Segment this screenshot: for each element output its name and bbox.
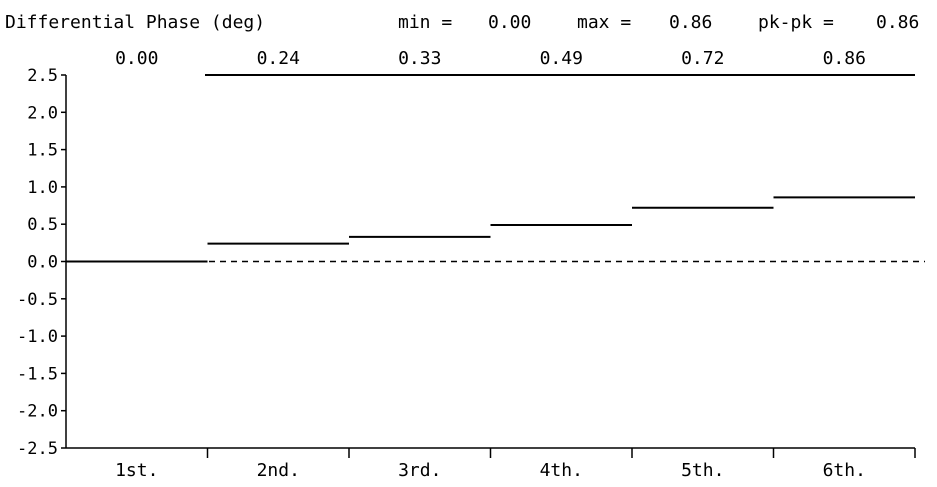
y-tick-label: -1.0: [17, 327, 58, 347]
y-tick-label: 0.0: [27, 253, 58, 273]
y-tick-label: -2.5: [17, 439, 58, 459]
x-category-label: 1st.: [115, 460, 158, 481]
pkpk-value: 0.86: [876, 12, 919, 33]
max-label: max =: [577, 12, 631, 33]
y-tick-label: 1.0: [27, 178, 58, 198]
max-value: 0.86: [669, 12, 712, 33]
y-ticks: 2.5 2.0 1.5 1.0 0.5 0.0 -0.5 -1.0 -1.5 -2.0 -2.5: [17, 66, 66, 459]
data-value-label: 0.49: [540, 48, 583, 69]
x-category-label: 6th.: [823, 460, 866, 481]
x-ticks: 1st. 2nd. 3rd. 4th. 5th. 6th.: [115, 448, 916, 481]
data-value-label: 0.24: [257, 48, 300, 69]
y-tick-label: 0.5: [27, 215, 58, 235]
value-labels: 0.00 0.24 0.33 0.49 0.72 0.86: [115, 48, 866, 69]
y-tick-label: 2.5: [27, 66, 58, 86]
data-value-label: 0.72: [681, 48, 724, 69]
chart-title: Differential Phase (deg): [5, 12, 265, 33]
x-category-label: 3rd.: [398, 460, 441, 481]
y-tick-label: -1.5: [17, 364, 58, 384]
data-value-label: 0.00: [115, 48, 158, 69]
y-tick-label: 2.0: [27, 103, 58, 123]
y-tick-label: -0.5: [17, 290, 58, 310]
y-tick-label: -2.0: [17, 402, 58, 422]
pkpk-label: pk-pk =: [758, 12, 834, 33]
data-value-label: 0.86: [823, 48, 866, 69]
x-category-label: 4th.: [540, 460, 583, 481]
data-value-label: 0.33: [398, 48, 441, 69]
x-category-label: 2nd.: [257, 460, 300, 481]
min-label: min =: [398, 12, 452, 33]
series-steps: [66, 196, 915, 263]
min-value: 0.00: [488, 12, 531, 33]
y-tick-label: 1.5: [27, 141, 58, 161]
x-category-label: 5th.: [681, 460, 724, 481]
